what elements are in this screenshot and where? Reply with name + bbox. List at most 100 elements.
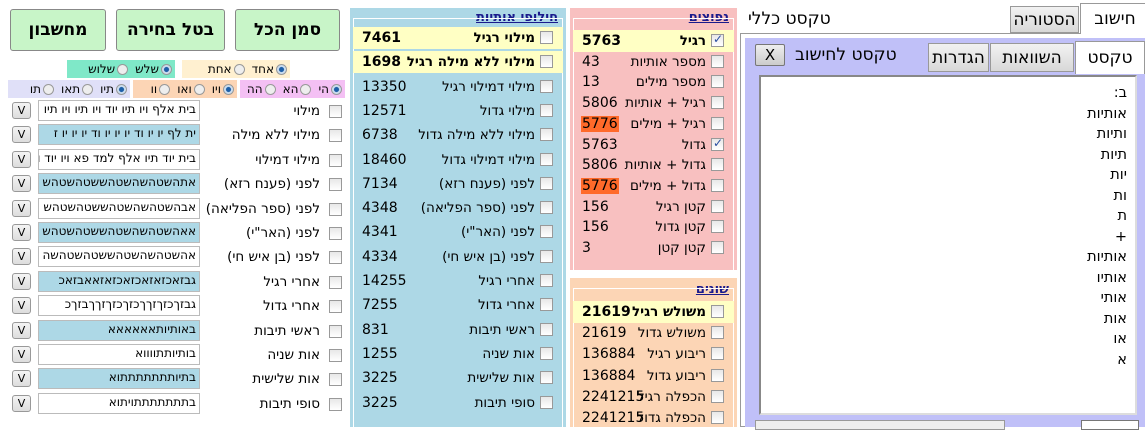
method-checkbox[interactable] [329, 251, 342, 265]
expand-button[interactable]: V [12, 321, 31, 339]
tab-calculation[interactable]: חישוב [1080, 3, 1145, 34]
radio-option[interactable]: תו [30, 82, 54, 96]
row-checkbox[interactable] [540, 55, 553, 69]
expand-button[interactable]: V [12, 346, 31, 363]
method-checkbox[interactable] [329, 178, 342, 192]
expand-button[interactable]: V [12, 102, 31, 119]
radio-button[interactable] [42, 83, 54, 95]
text-input[interactable]: ב: אותיות ותיות תיות יות ות ת + אותיות אותיו אותי א… [759, 75, 1137, 415]
radio-option[interactable]: תאו [61, 82, 94, 96]
radio-option[interactable]: ואו [177, 82, 205, 96]
radio-option[interactable]: הה [247, 82, 276, 96]
radio-button[interactable] [223, 83, 234, 95]
method-result-field[interactable]: בתתתתתתתויתוא [38, 392, 200, 414]
row-checkbox[interactable] [711, 305, 724, 318]
row-checkbox[interactable] [711, 389, 724, 403]
method-checkbox[interactable] [329, 202, 342, 216]
expand-button[interactable]: V [12, 175, 31, 193]
row-checkbox[interactable] [540, 322, 553, 336]
method-checkbox[interactable] [329, 373, 342, 387]
close-button[interactable]: X [755, 44, 785, 66]
expand-button[interactable]: V [12, 150, 31, 168]
row-checkbox[interactable] [540, 249, 553, 263]
expand-button[interactable]: V [12, 248, 31, 266]
tab-history[interactable]: הסטוריה [1010, 6, 1079, 33]
row-checkbox[interactable] [711, 178, 724, 192]
method-result-field[interactable]: בותיותתווווא [38, 344, 200, 365]
row-checkbox[interactable] [711, 32, 724, 47]
method-result-field[interactable]: באותיותאאאאאא [38, 319, 200, 341]
method-checkbox[interactable] [329, 275, 342, 289]
radio-button[interactable] [82, 83, 94, 95]
row-checkbox[interactable] [711, 136, 724, 151]
method-result-field[interactable]: אהשטהשהשטהששטהשטהשה [38, 246, 200, 268]
row-checkbox[interactable] [540, 176, 553, 190]
row-checkbox[interactable] [711, 368, 724, 382]
radio-button[interactable] [193, 83, 205, 95]
radio-button[interactable] [233, 63, 245, 75]
row-checkbox[interactable] [540, 128, 553, 142]
radio-option[interactable]: הא [283, 82, 312, 96]
row-checkbox[interactable] [711, 116, 724, 130]
method-checkbox[interactable] [329, 129, 342, 143]
method-result-field[interactable]: בית יוד תיו אלף למד פא ויו יוד ו [38, 148, 200, 170]
row-checkbox[interactable] [540, 346, 553, 360]
row-checkbox[interactable] [711, 326, 724, 340]
expand-button[interactable]: V [12, 370, 31, 388]
row-checkbox[interactable] [540, 103, 553, 117]
row-checkbox[interactable] [540, 371, 553, 385]
method-result-field[interactable]: אבהשטהשהשטהששטהשטהש [38, 197, 200, 219]
row-checkbox[interactable] [540, 298, 553, 312]
calculator-button[interactable]: מחשבון [10, 9, 106, 51]
radio-option[interactable]: תיו [100, 82, 127, 96]
method-checkbox[interactable] [329, 324, 342, 338]
expand-button[interactable]: V [12, 394, 31, 412]
method-checkbox[interactable] [329, 153, 342, 167]
expand-button[interactable]: V [12, 199, 31, 217]
tab-settings[interactable]: הגדרות [928, 43, 989, 72]
radio-button[interactable] [161, 63, 172, 75]
radio-button[interactable] [276, 63, 287, 75]
radio-button[interactable] [331, 83, 342, 95]
method-checkbox[interactable] [329, 105, 342, 118]
radio-option[interactable]: אחד [252, 62, 287, 76]
radio-button[interactable] [264, 83, 276, 95]
radio-option[interactable]: שלוש [88, 62, 129, 76]
row-checkbox[interactable] [540, 201, 553, 215]
radio-option[interactable]: אחת [208, 62, 245, 76]
row-checkbox[interactable] [711, 199, 724, 213]
expand-button[interactable]: V [12, 272, 31, 290]
row-checkbox[interactable] [711, 220, 724, 234]
row-checkbox[interactable] [711, 158, 724, 172]
row-checkbox[interactable] [540, 225, 553, 239]
row-checkbox[interactable] [540, 395, 553, 409]
radio-button[interactable] [117, 63, 129, 75]
method-result-field[interactable]: אתהשטהשהשטהששטהשטהש [38, 173, 200, 195]
expand-button[interactable]: V [12, 126, 31, 144]
method-checkbox[interactable] [329, 397, 342, 411]
tab-comparisons[interactable]: השוואות [990, 43, 1074, 72]
radio-option[interactable]: שלש [135, 62, 172, 76]
row-checkbox[interactable] [711, 241, 724, 254]
expand-button[interactable]: V [12, 224, 31, 241]
bottom-button[interactable] [1081, 420, 1139, 430]
row-checkbox[interactable] [540, 152, 553, 166]
method-result-field[interactable]: אאהשטהשהשטהששטהשטהש [38, 222, 200, 243]
bottom-field[interactable] [755, 420, 1005, 430]
clear-selection-button[interactable]: בטל בחירה [116, 9, 225, 51]
method-result-field[interactable]: בתיותתתתתתתוא [38, 368, 200, 390]
row-checkbox[interactable] [711, 347, 724, 361]
radio-option[interactable]: ויו [212, 82, 234, 96]
row-checkbox[interactable] [711, 75, 724, 89]
radio-button[interactable] [116, 83, 127, 95]
row-checkbox[interactable] [540, 79, 553, 93]
select-all-button[interactable]: סמן הכל [235, 9, 340, 51]
radio-button[interactable] [300, 83, 312, 95]
method-result-field[interactable]: גבזאכזאזאכזאכזאזאאבזאכ [38, 270, 200, 292]
method-result-field[interactable]: גבזךכזךזךךכזךכזךזךךבזךכ [38, 295, 200, 317]
method-result-field[interactable]: בית אלף ויו תיו יוד ויו תיו ויו תיו [38, 100, 200, 121]
radio-button[interactable] [159, 83, 171, 95]
tab-text[interactable]: טקסט [1075, 41, 1145, 74]
expand-button[interactable]: V [12, 297, 31, 315]
method-result-field[interactable]: ית לף יו יו וד יו יו יו וד יו יו יו ז [38, 124, 200, 146]
